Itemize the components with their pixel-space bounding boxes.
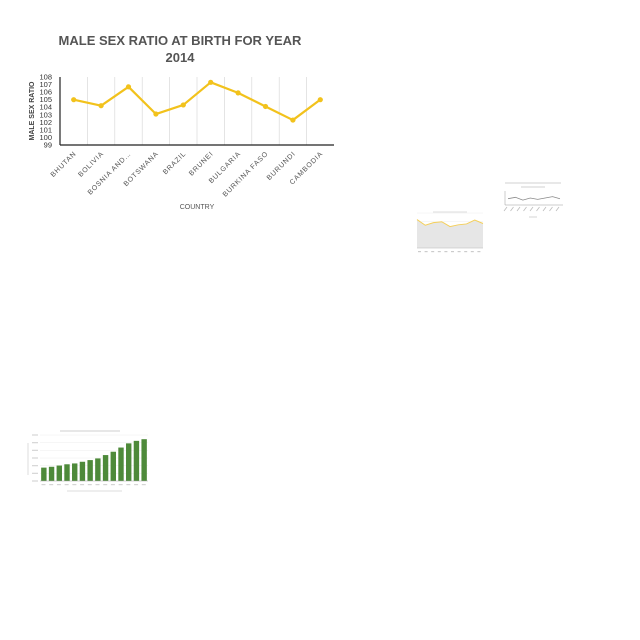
thumb-x-tick-mark bbox=[49, 484, 54, 486]
thumb-y-tick-mark bbox=[32, 457, 38, 459]
thumb-bar bbox=[95, 458, 101, 481]
thumb-x-tick-mark bbox=[95, 484, 100, 486]
y-tick-label: 103 bbox=[39, 110, 52, 119]
thumb-tick-mark bbox=[431, 251, 435, 253]
thumb-tick-mark bbox=[477, 251, 481, 253]
thumb-tick-mark bbox=[536, 206, 540, 212]
thumb-tick-mark bbox=[529, 206, 534, 212]
thumb-area-fill bbox=[417, 219, 483, 248]
y-tick-label: 107 bbox=[39, 80, 52, 89]
thumb-tick-mark bbox=[503, 206, 508, 212]
thumb-tick-mark bbox=[437, 251, 441, 253]
thumb-bar bbox=[72, 463, 78, 481]
y-axis-label: MALE SEX RATIO bbox=[29, 81, 36, 141]
thumb-x-tick-mark bbox=[87, 484, 92, 486]
thumb-x-tick-mark bbox=[72, 484, 77, 486]
chart-title-line1: MALE SEX RATIO AT BIRTH FOR YEAR bbox=[59, 33, 303, 48]
data-point bbox=[71, 97, 77, 103]
y-tick-label: 104 bbox=[39, 103, 52, 112]
y-tick-label: 99 bbox=[44, 141, 52, 150]
thumb-bar bbox=[133, 440, 140, 481]
thumbnail-area-chart bbox=[405, 205, 490, 260]
data-point bbox=[235, 90, 241, 96]
thumbnail-bar-chart bbox=[22, 423, 157, 498]
thumb-x-tick-mark bbox=[103, 484, 108, 486]
thumb-y-tick-mark bbox=[32, 434, 38, 436]
data-point bbox=[180, 102, 186, 108]
data-series-line bbox=[73, 81, 321, 122]
thumb-bar bbox=[102, 455, 109, 481]
y-tick-label: 108 bbox=[39, 73, 52, 82]
thumb-x-tick-mark bbox=[80, 484, 85, 486]
y-tick-label: 102 bbox=[39, 118, 52, 127]
sex-ratio-chart: MALE SEX RATIO AT BIRTH FOR YEAR 2014 MA… bbox=[0, 0, 400, 225]
data-point bbox=[153, 111, 159, 117]
thumb-x-tick-mark bbox=[56, 484, 61, 486]
x-axis-label: COUNTRY bbox=[180, 204, 215, 211]
data-point bbox=[98, 103, 104, 109]
thumb-tick-mark bbox=[510, 206, 514, 212]
thumb-tick-mark bbox=[470, 251, 474, 253]
thumb-tick-mark bbox=[451, 251, 454, 253]
x-tick-label: BHUTAN bbox=[50, 150, 78, 178]
thumb-tick-mark bbox=[516, 206, 521, 212]
data-point bbox=[317, 97, 323, 103]
thumb-y-tick-mark bbox=[32, 472, 38, 474]
thumb-bar bbox=[56, 465, 62, 481]
thumb-y-tick-mark bbox=[32, 442, 38, 444]
x-tick-label: BRAZIL bbox=[162, 150, 188, 176]
thumb-tick-mark bbox=[418, 251, 421, 253]
thumb-area-line bbox=[416, 219, 484, 228]
thumb-bar bbox=[141, 439, 147, 481]
thumb-tick-mark bbox=[444, 251, 448, 253]
thumb-y-tick-mark bbox=[32, 465, 38, 467]
thumb-tick-mark bbox=[542, 206, 547, 212]
x-tick-label: BRUNEI bbox=[188, 150, 215, 177]
thumb-x-tick-mark bbox=[118, 484, 123, 486]
data-point bbox=[262, 103, 269, 110]
thumb-bar bbox=[110, 451, 116, 481]
thumb-tick-mark bbox=[457, 251, 461, 253]
thumb-tick-mark bbox=[523, 206, 527, 212]
thumb-bar bbox=[64, 464, 70, 481]
thumb-x-tick-mark bbox=[64, 484, 69, 486]
thumb-tick-mark bbox=[464, 251, 468, 253]
thumb-y-tick-mark bbox=[32, 449, 38, 451]
data-point bbox=[208, 79, 214, 85]
thumb-x-tick-mark bbox=[41, 484, 46, 486]
thumbnail-area-chart-svg bbox=[416, 211, 484, 253]
y-tick-label: 100 bbox=[39, 133, 52, 142]
y-tick-label: 101 bbox=[39, 125, 52, 134]
thumb-x-tick-mark bbox=[126, 484, 131, 486]
thumbnail-line-chart bbox=[497, 177, 569, 222]
thumb-tick-mark bbox=[549, 206, 553, 212]
sex-ratio-chart-svg: MALE SEX RATIO AT BIRTH FOR YEAR 2014 MA… bbox=[29, 33, 334, 211]
thumb-bar bbox=[118, 447, 124, 481]
thumb-bar bbox=[79, 461, 86, 481]
thumb-bar bbox=[41, 467, 47, 481]
thumb-bar bbox=[87, 460, 93, 481]
thumb-bar bbox=[126, 443, 132, 481]
thumbnail-line-chart-svg bbox=[503, 182, 563, 218]
y-tick-label: 105 bbox=[39, 95, 52, 104]
thumb-y-tick-mark bbox=[32, 480, 38, 482]
x-tick-label: BOLIVIA bbox=[77, 150, 105, 178]
data-point bbox=[125, 84, 132, 90]
thumb-series-line bbox=[507, 196, 561, 201]
thumbnail-bar-chart-svg bbox=[27, 430, 148, 492]
data-point bbox=[290, 117, 296, 123]
thumb-x-tick-mark bbox=[134, 484, 139, 486]
thumb-x-tick-mark bbox=[110, 484, 115, 486]
thumb-bar bbox=[48, 466, 55, 481]
thumb-tick-mark bbox=[424, 251, 428, 253]
chart-title-line2: 2014 bbox=[166, 50, 196, 65]
thumb-tick-mark bbox=[555, 206, 560, 212]
thumb-x-tick-mark bbox=[141, 484, 146, 486]
y-tick-label: 106 bbox=[39, 88, 52, 97]
